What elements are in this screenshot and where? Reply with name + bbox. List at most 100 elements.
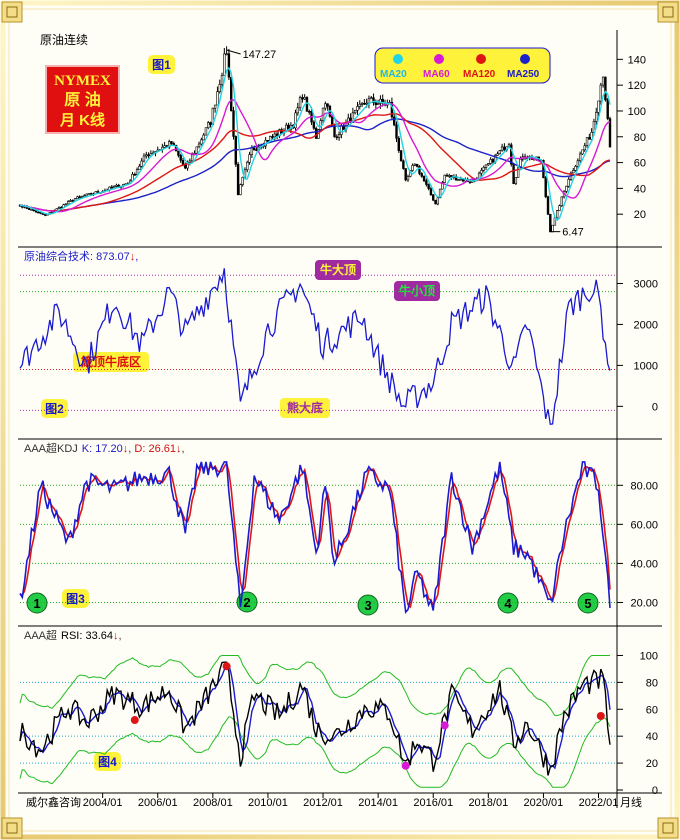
rsi-signal-dot (596, 712, 605, 720)
rsi-signal-dot (130, 716, 139, 725)
source-label: 威尔鑫咨询 (26, 795, 81, 809)
svg-text:图4: 图4 (98, 755, 117, 769)
price-candle (606, 99, 609, 119)
panel2-badge: 图2 (41, 399, 68, 418)
rsi-signal-dot (440, 721, 449, 730)
composite-y-tick: 3000 (634, 278, 658, 290)
price-candle (78, 196, 81, 199)
price-candle (216, 91, 219, 106)
price-candle (604, 76, 607, 101)
price-candle (443, 174, 446, 183)
kdj-marker-4: 4 (497, 592, 519, 614)
panel1-title: 原油连续 (40, 32, 88, 47)
price-candle (402, 160, 405, 169)
price-candle (399, 150, 403, 162)
price-candle (44, 214, 47, 216)
price-y-tick: 100 (628, 106, 646, 118)
panel4-badge: 图4 (94, 752, 121, 771)
price-candle (294, 112, 297, 129)
kdj-y-tick: 80.00 (630, 480, 658, 492)
price-candle (225, 53, 228, 55)
price-candle (356, 106, 359, 111)
price-candle (227, 53, 231, 78)
price-candle (340, 125, 343, 135)
price-candle (549, 213, 552, 233)
price-candle (337, 134, 341, 138)
low-callout-label: 6.47 (562, 227, 583, 239)
period-label: 月线 (620, 795, 642, 809)
nymex-line-2: 原 油 (64, 90, 100, 109)
price-candle (503, 146, 506, 151)
rsi-y-tick: 20 (646, 758, 658, 770)
svg-text:熊大底: 熊大底 (287, 400, 323, 415)
price-candle (418, 166, 421, 174)
price-candle (376, 103, 380, 106)
price-candle (441, 182, 444, 190)
price-candle (76, 196, 79, 199)
price-candle (576, 160, 580, 167)
price-candle (112, 186, 116, 189)
price-candle (110, 186, 114, 189)
price-y-tick: 40 (634, 183, 646, 195)
price-candle (393, 116, 396, 126)
x-tick-label: 2008/01 (193, 797, 233, 809)
price-candle (85, 193, 88, 197)
price-candle (546, 196, 550, 215)
price-candle (432, 194, 435, 201)
price-candle (514, 177, 518, 184)
price-candle (370, 97, 373, 100)
legend-ma120: MA120 (463, 69, 496, 80)
price-candle (96, 191, 100, 193)
composite-y-tick: 2000 (634, 319, 658, 331)
price-candle (241, 176, 244, 185)
svg-text:4: 4 (504, 596, 512, 611)
price-candle (459, 178, 462, 181)
price-candle (608, 118, 612, 148)
price-candle (64, 203, 68, 206)
legend-ma20: MA20 (380, 69, 407, 80)
price-candle (163, 145, 166, 148)
price-candle (438, 188, 442, 199)
price-candle (413, 163, 417, 166)
price-candle (138, 165, 141, 171)
price-candle (434, 199, 437, 205)
price-candle (232, 110, 235, 137)
price-candle (301, 97, 304, 100)
legend-ma250: MA250 (507, 69, 540, 80)
nymex-line-3: 月 K线 (59, 111, 105, 129)
price-candle (558, 205, 561, 211)
price-candle (87, 193, 91, 195)
price-candle (305, 97, 309, 112)
high-callout-label: 147.27 (243, 49, 277, 61)
price-candle (34, 210, 38, 213)
nymex-title-box: NYMEX 原 油 月 K线 (45, 65, 120, 134)
rsi-y-tick: 80 (646, 677, 658, 689)
price-candle (482, 167, 485, 171)
legend-ma60: MA60 (423, 69, 450, 80)
price-candle (427, 184, 430, 189)
kdj-k-line (19, 461, 611, 614)
price-candle (363, 103, 366, 105)
price-candle (489, 159, 492, 164)
price-candle (67, 201, 70, 205)
panel2-title: 原油综合技术: 873.07↓, (24, 249, 138, 263)
ma250-line (19, 118, 611, 212)
price-candle (429, 188, 433, 196)
price-candle (411, 164, 414, 171)
price-candle (71, 200, 75, 202)
price-candle (335, 136, 339, 139)
ma60-swatch-icon (434, 54, 444, 64)
price-candle (209, 122, 212, 125)
price-candle (372, 97, 375, 104)
price-candle (27, 208, 31, 210)
price-y-tick: 140 (628, 54, 646, 66)
price-candle (358, 103, 361, 107)
price-candle (213, 104, 217, 109)
price-candle (218, 84, 221, 93)
rsi-signal-dot (401, 761, 410, 770)
price-candle (195, 146, 198, 154)
price-y-tick: 20 (634, 209, 646, 221)
price-candle (425, 180, 428, 185)
price-candle (181, 160, 185, 166)
